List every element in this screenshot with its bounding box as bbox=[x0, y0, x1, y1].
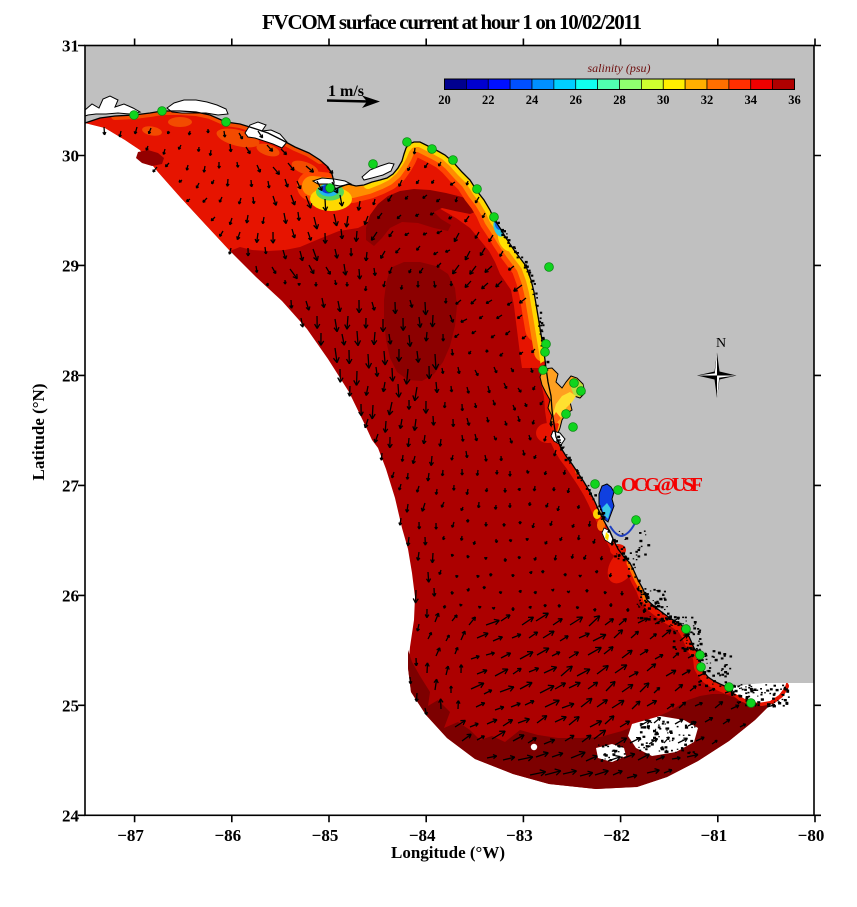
svg-text:OCG@USF: OCG@USF bbox=[621, 474, 703, 496]
svg-text:34: 34 bbox=[745, 93, 758, 107]
svg-text:25: 25 bbox=[62, 697, 79, 716]
svg-text:24: 24 bbox=[526, 93, 539, 107]
svg-text:FVCOM surface current at hour: FVCOM surface current at hour 1 on 10/02… bbox=[262, 10, 642, 34]
svg-text:salinity (psu): salinity (psu) bbox=[588, 61, 651, 75]
svg-text:Latitude (°N): Latitude (°N) bbox=[29, 384, 48, 481]
svg-text:26: 26 bbox=[570, 93, 583, 107]
svg-text:36: 36 bbox=[788, 93, 801, 107]
svg-text:27: 27 bbox=[62, 477, 80, 496]
svg-text:32: 32 bbox=[701, 93, 714, 107]
svg-text:30: 30 bbox=[657, 93, 670, 107]
svg-text:29: 29 bbox=[62, 257, 79, 276]
svg-text:28: 28 bbox=[62, 367, 79, 386]
svg-text:30: 30 bbox=[62, 147, 79, 166]
svg-text:24: 24 bbox=[62, 807, 80, 826]
svg-text:Longitude (°W): Longitude (°W) bbox=[391, 843, 505, 862]
svg-text:31: 31 bbox=[62, 37, 79, 56]
svg-text:28: 28 bbox=[613, 93, 626, 107]
svg-text:−80: −80 bbox=[798, 826, 825, 845]
svg-text:N: N bbox=[716, 336, 726, 351]
svg-text:−84: −84 bbox=[409, 826, 436, 845]
svg-text:22: 22 bbox=[482, 93, 495, 107]
svg-text:−83: −83 bbox=[506, 826, 533, 845]
svg-text:−85: −85 bbox=[312, 826, 339, 845]
svg-text:1 m/s: 1 m/s bbox=[328, 83, 364, 100]
svg-text:−82: −82 bbox=[603, 826, 630, 845]
svg-text:26: 26 bbox=[62, 587, 79, 606]
svg-text:−87: −87 bbox=[117, 826, 144, 845]
svg-text:−81: −81 bbox=[700, 826, 727, 845]
svg-text:20: 20 bbox=[438, 93, 451, 107]
svg-text:−86: −86 bbox=[214, 826, 241, 845]
